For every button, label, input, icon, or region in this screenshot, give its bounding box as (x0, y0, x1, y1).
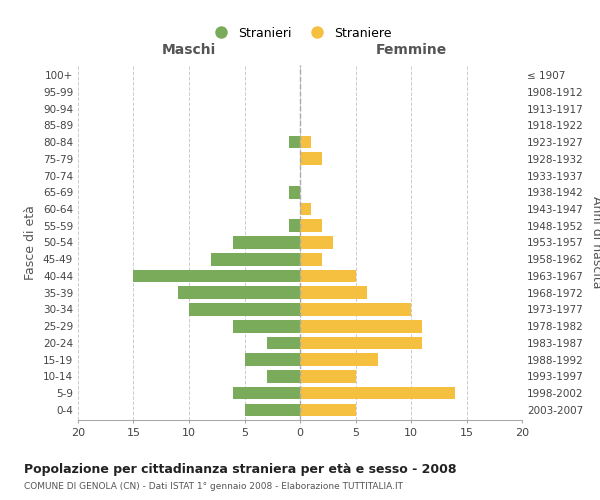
Bar (300, 286, 367, 299)
Bar (289, 136, 300, 148)
Bar (300, 236, 334, 249)
Bar (300, 370, 355, 382)
Bar (300, 136, 311, 148)
Bar (300, 354, 378, 366)
Bar (233, 387, 300, 400)
Y-axis label: Anni di nascita: Anni di nascita (590, 196, 600, 289)
Text: COMUNE DI GENOLA (CN) - Dati ISTAT 1° gennaio 2008 - Elaborazione TUTTITALIA.IT: COMUNE DI GENOLA (CN) - Dati ISTAT 1° ge… (24, 482, 403, 491)
Text: Popolazione per cittadinanza straniera per età e sesso - 2008: Popolazione per cittadinanza straniera p… (24, 462, 457, 475)
Bar (300, 152, 322, 165)
Bar (289, 186, 300, 198)
Text: Maschi: Maschi (162, 42, 216, 56)
Bar (178, 286, 300, 299)
Bar (300, 270, 355, 282)
Bar (211, 253, 300, 266)
Bar (300, 303, 411, 316)
Bar (300, 320, 422, 332)
Bar (300, 220, 322, 232)
Bar (233, 320, 300, 332)
Bar (233, 236, 300, 249)
Bar (300, 202, 311, 215)
Bar (133, 270, 300, 282)
Bar (300, 387, 455, 400)
Bar (266, 336, 300, 349)
Bar (266, 370, 300, 382)
Bar (289, 220, 300, 232)
Bar (189, 303, 300, 316)
Y-axis label: Fasce di età: Fasce di età (25, 205, 37, 280)
Text: Femmine: Femmine (376, 42, 446, 56)
Bar (300, 253, 322, 266)
Legend: Stranieri, Straniere: Stranieri, Straniere (203, 22, 397, 44)
Bar (300, 336, 422, 349)
Bar (245, 404, 300, 416)
Bar (245, 354, 300, 366)
Bar (300, 404, 355, 416)
